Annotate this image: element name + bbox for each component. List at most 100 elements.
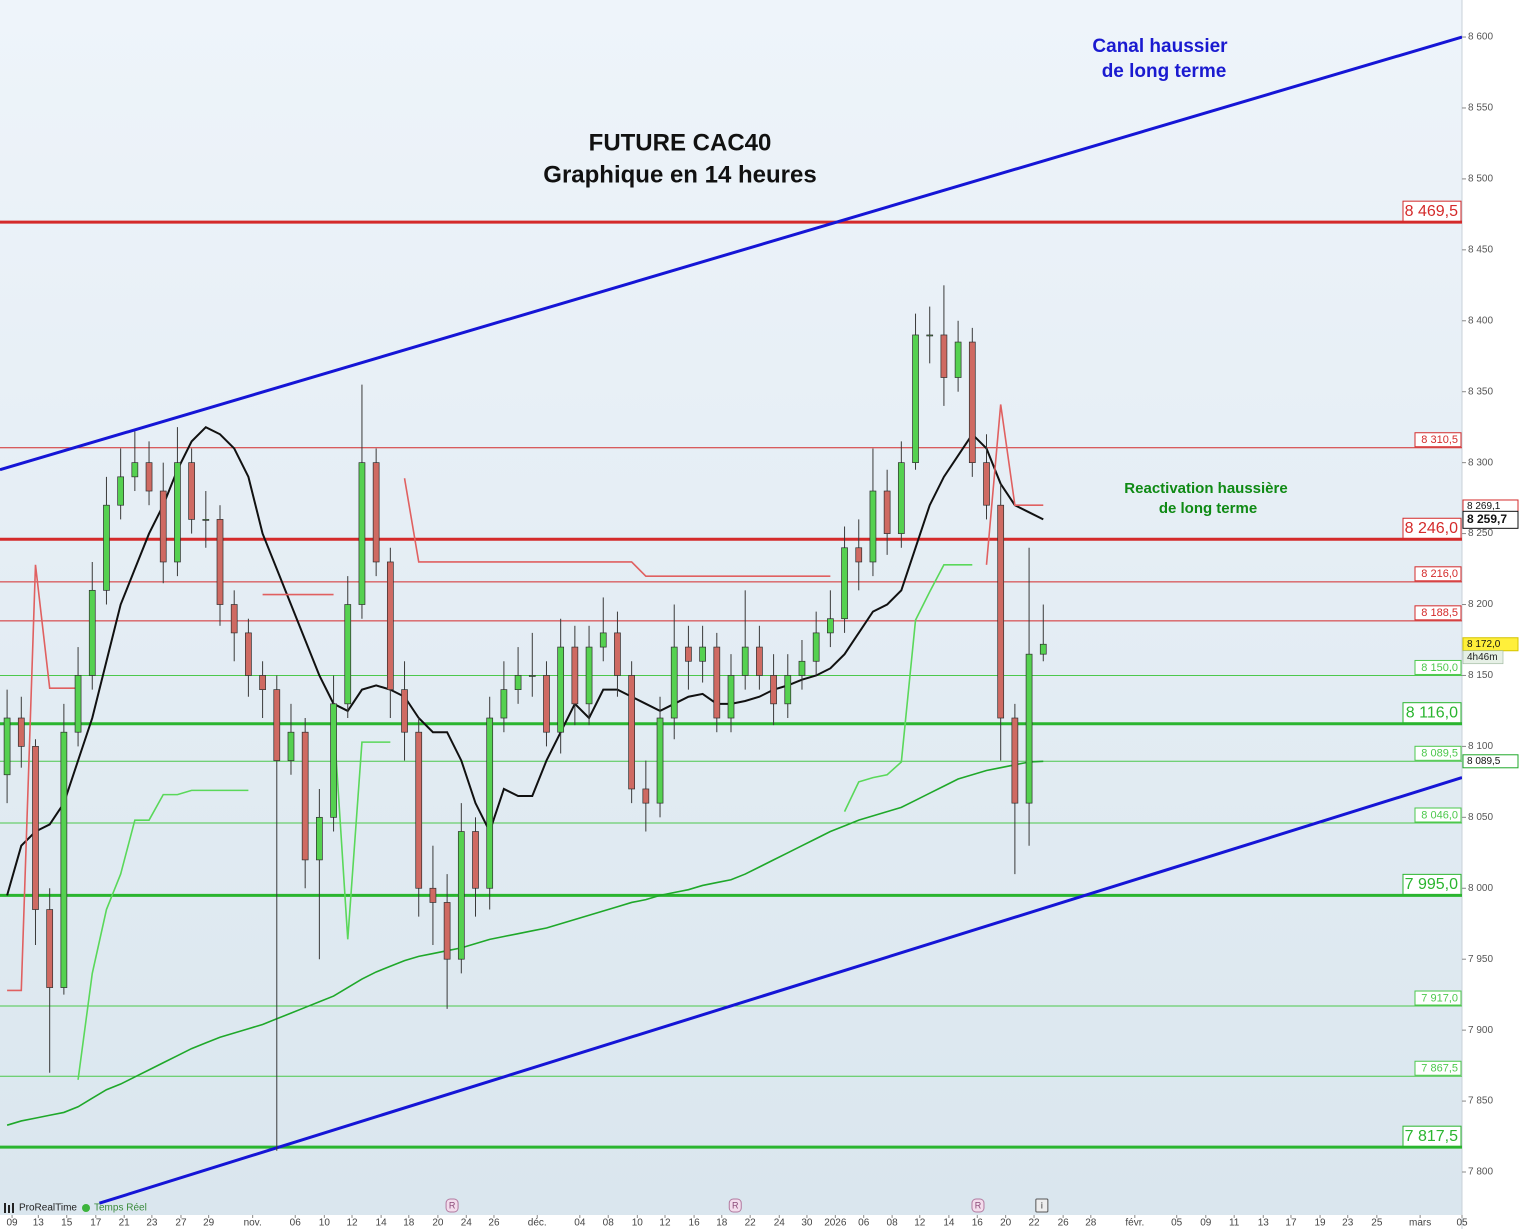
level-label-box <box>1414 1060 1462 1076</box>
x-tick-label: 28 <box>1085 1218 1097 1229</box>
candle-body <box>585 646 593 705</box>
candle-body <box>443 902 451 960</box>
candle-body <box>855 547 863 563</box>
x-tick-label: 13 <box>1258 1218 1270 1229</box>
y-tick-label: 8 000 <box>1468 883 1493 894</box>
level-label-box <box>1402 200 1462 222</box>
x-tick-label: 08 <box>887 1218 899 1229</box>
candle-body <box>117 476 125 506</box>
candle-body <box>571 646 579 705</box>
level-label-box <box>1414 605 1462 621</box>
candle-body <box>997 504 1005 719</box>
level-label: 8 469,5 <box>1402 200 1462 222</box>
level-label: 8 150,0 <box>1414 659 1462 675</box>
live-dot <box>82 1204 90 1212</box>
candle-body <box>557 646 565 733</box>
candle-body <box>642 788 650 804</box>
candle-body <box>628 675 635 790</box>
level-label-box <box>1414 807 1462 823</box>
x-tick-label: 17 <box>90 1218 102 1229</box>
chart-subtitle: Graphique en 14 heures <box>543 161 816 188</box>
x-tick-label: 20 <box>432 1218 444 1229</box>
x-tick-label: 30 <box>801 1218 813 1229</box>
x-tick-label: 06 <box>290 1218 302 1229</box>
level-label-box <box>1402 1125 1462 1147</box>
level-label-text: 8 246,0 <box>1405 520 1458 537</box>
level-label-text: 8 469,5 <box>1405 203 1458 220</box>
x-tick-label: 12 <box>659 1218 671 1229</box>
candle-body <box>344 604 352 705</box>
x-tick-label: 15 <box>61 1218 73 1229</box>
y-tick-label: 7 950 <box>1468 954 1493 965</box>
event-label: R <box>975 1200 982 1210</box>
level-label-text: 7 917,0 <box>1421 992 1458 1004</box>
candle-body <box>656 717 664 804</box>
x-tick-label: 12 <box>346 1218 358 1229</box>
candle-body <box>954 341 962 378</box>
x-tick-label: 27 <box>175 1218 187 1229</box>
candle-body <box>103 504 110 591</box>
y-tick-label: 8 600 <box>1468 32 1493 43</box>
candle-body <box>472 831 479 889</box>
footer-brand: ProRealTime <box>19 1203 77 1214</box>
indicator-line <box>6 760 1044 1126</box>
x-tick-label: 2026 <box>824 1218 847 1229</box>
candle-body <box>940 334 948 378</box>
candle-body <box>968 341 976 463</box>
candle-body <box>245 632 252 676</box>
footer-status: Temps Réel <box>94 1203 147 1214</box>
candle-body <box>301 731 309 861</box>
x-tick-label: 29 <box>203 1218 215 1229</box>
price-tag-text: 8 259,7 <box>1467 512 1507 526</box>
y-tick-label: 8 450 <box>1468 244 1493 255</box>
candle-body <box>386 561 394 690</box>
candle-body <box>145 462 153 492</box>
y-tick-label: 8 150 <box>1468 670 1493 681</box>
candle-body <box>756 646 763 676</box>
price-tag-text: 8 172,0 <box>1467 639 1501 650</box>
level-label-box <box>1402 517 1462 539</box>
x-tick-label: 18 <box>716 1218 728 1229</box>
x-tick-label: 08 <box>603 1218 615 1229</box>
candle-body <box>401 689 408 733</box>
candle-body <box>273 689 281 761</box>
y-axis-panel <box>1462 0 1519 1229</box>
price-tag: 8 089,5 <box>1462 754 1519 769</box>
candle-body <box>3 717 11 776</box>
indicator-line <box>77 789 249 1080</box>
channel-line <box>98 776 1462 1205</box>
x-tick-label: nov. <box>244 1218 262 1229</box>
level-label: 8 216,0 <box>1414 566 1462 582</box>
candle-body <box>827 618 834 634</box>
price-tag: 8 259,7 <box>1462 510 1519 529</box>
candle-body <box>74 675 82 733</box>
candle-body <box>713 646 721 719</box>
plot <box>0 35 1462 1205</box>
level-label-text: 7 995,0 <box>1405 876 1458 893</box>
level-label: 7 867,5 <box>1414 1060 1462 1076</box>
candle-body <box>1011 717 1019 804</box>
candle-body <box>358 462 366 605</box>
candle-body <box>415 731 423 889</box>
candle-body <box>330 703 337 818</box>
level-label-text: 8 188,5 <box>1421 607 1458 619</box>
annotation: Canal haussier <box>1092 36 1228 57</box>
x-tick-label: 26 <box>1058 1218 1070 1229</box>
x-tick-label: 16 <box>689 1218 701 1229</box>
level-label-text: 8 216,0 <box>1421 568 1458 580</box>
x-tick-label: 06 <box>858 1218 870 1229</box>
candle-body <box>883 490 891 534</box>
candle-body <box>32 746 39 910</box>
y-tick-label: 8 550 <box>1468 103 1493 114</box>
candle-body <box>1025 653 1033 804</box>
indicator-line <box>403 478 831 577</box>
level-label-box <box>1402 873 1462 895</box>
candle-body <box>741 646 749 676</box>
x-tick-label: 24 <box>461 1218 473 1229</box>
candle-body <box>926 334 934 337</box>
candle-body <box>88 589 96 676</box>
annotation: de long terme <box>1159 500 1257 517</box>
countdown-box <box>1462 650 1504 665</box>
candle-body <box>230 604 238 634</box>
